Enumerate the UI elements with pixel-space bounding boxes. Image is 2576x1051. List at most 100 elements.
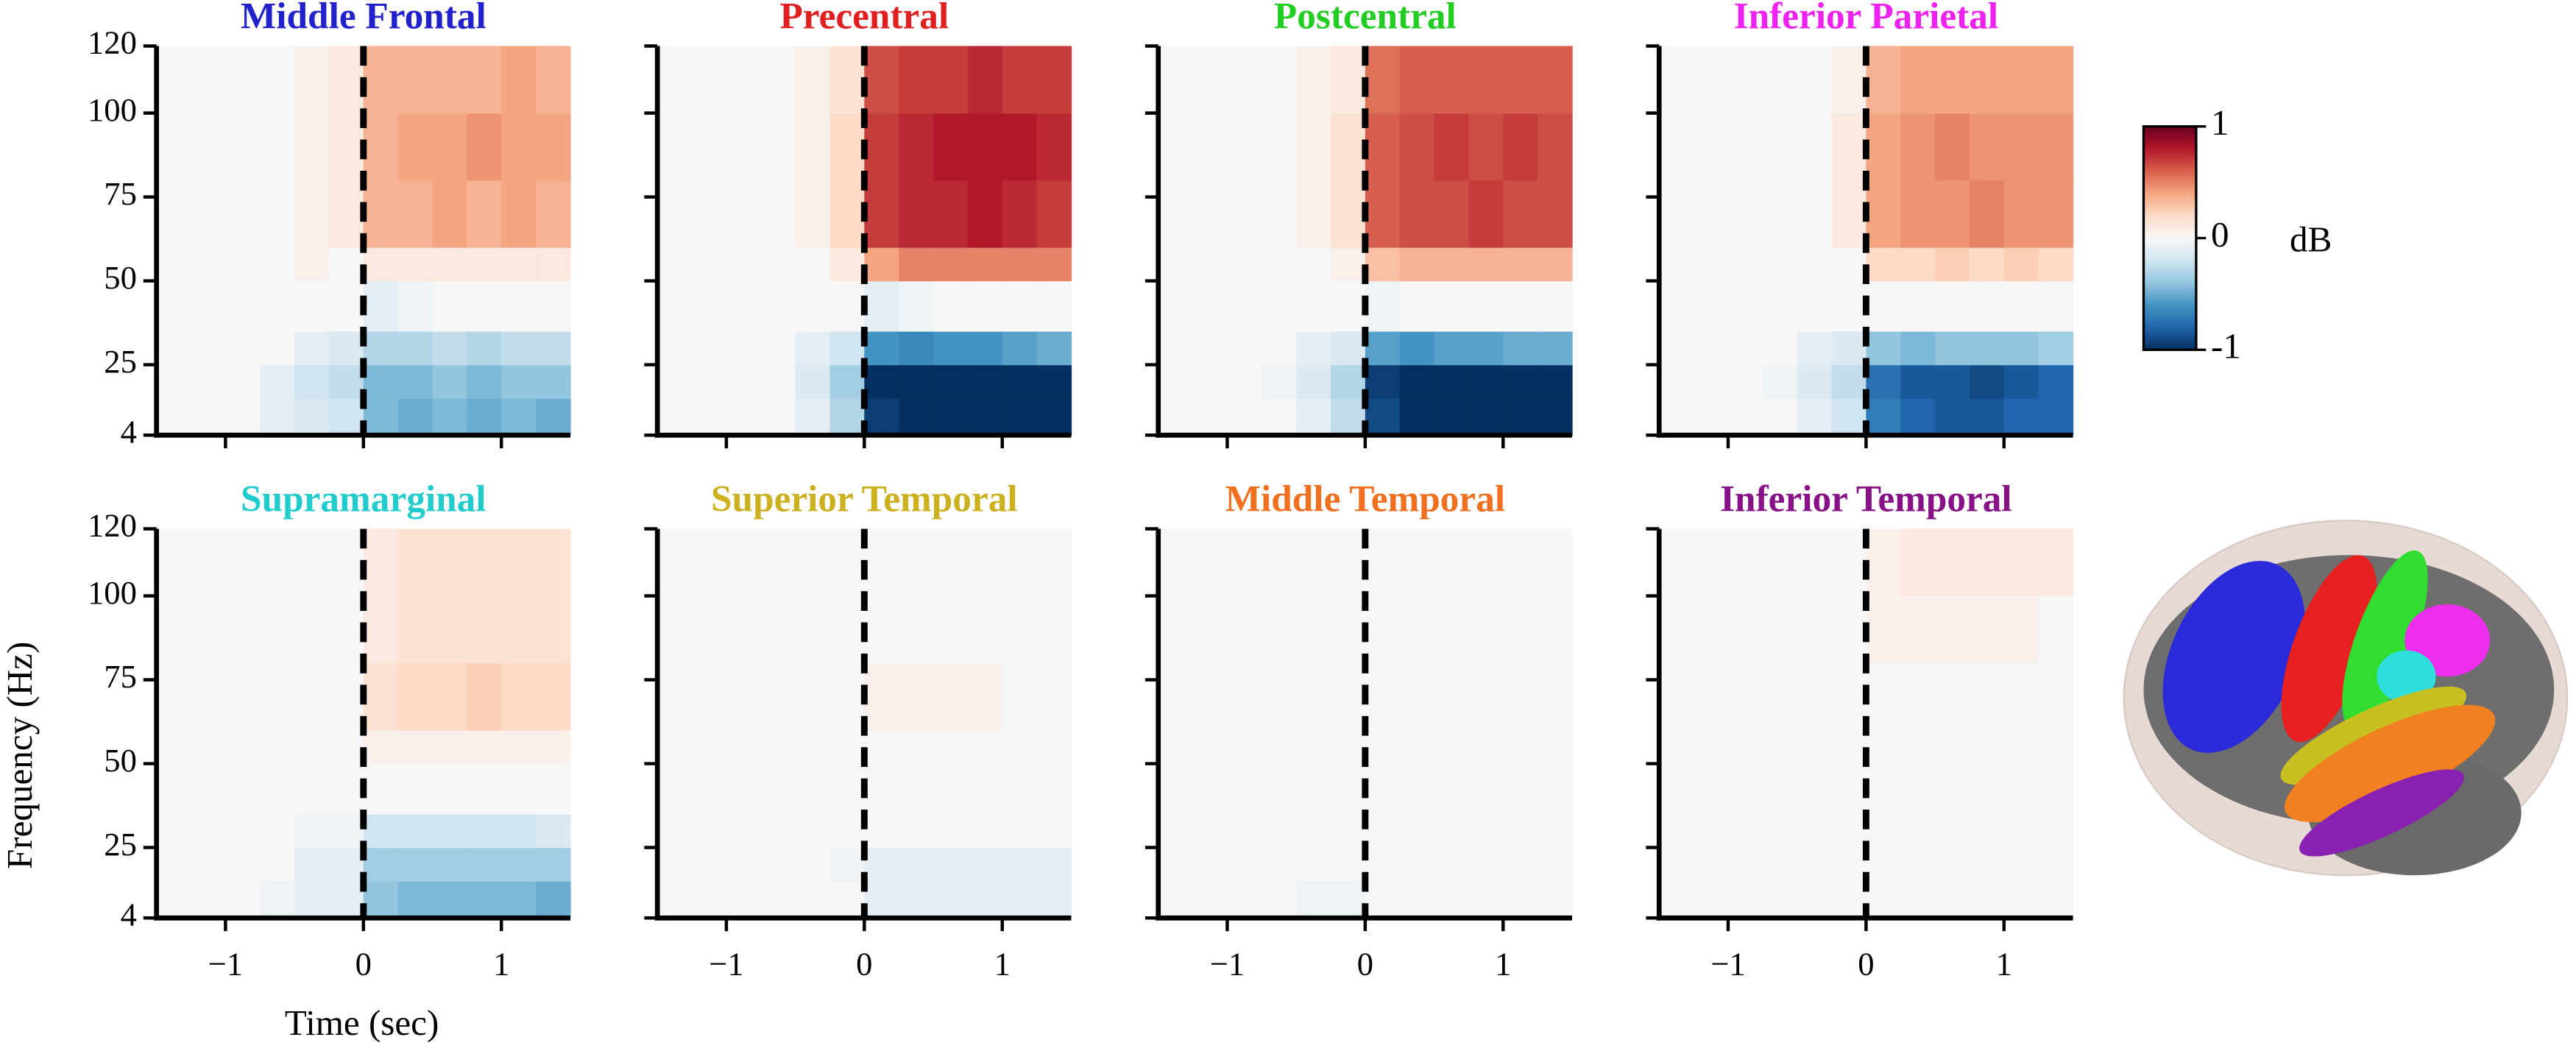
heatmap-cell xyxy=(1727,180,1763,248)
heatmap-cell xyxy=(933,180,969,248)
x-tick-label: 1 xyxy=(994,945,1011,982)
heatmap-cell xyxy=(501,763,537,815)
heatmap-cell xyxy=(1365,330,1401,366)
heatmap-cell xyxy=(933,528,969,597)
heatmap-cell xyxy=(1797,247,1833,282)
heatmap-cell xyxy=(1399,46,1435,114)
heatmap-cell xyxy=(2038,847,2074,882)
heatmap-cell xyxy=(1900,847,1936,882)
heatmap-cell xyxy=(501,280,537,332)
heatmap-cell xyxy=(795,662,831,731)
heatmap-cell xyxy=(1866,729,1901,765)
heatmap-cell xyxy=(1468,763,1504,815)
heatmap-cell xyxy=(1694,364,1729,399)
heatmap-cell xyxy=(1227,662,1262,731)
heatmap-cell xyxy=(829,247,866,282)
heatmap-cell xyxy=(225,528,261,597)
heatmap-cell xyxy=(829,46,866,114)
heatmap-cell xyxy=(1002,330,1038,366)
heatmap-cell xyxy=(1969,881,2005,919)
heatmap-cell xyxy=(1192,46,1228,114)
heatmap-cell xyxy=(294,595,330,664)
heatmap-cell xyxy=(1296,813,1331,849)
heatmap-cell xyxy=(829,662,866,731)
heatmap-cell xyxy=(1831,398,1867,436)
heatmap-cell xyxy=(829,881,866,919)
heatmap-cell xyxy=(795,330,831,366)
heatmap-cell xyxy=(726,364,762,399)
heatmap-cell xyxy=(1762,280,1798,332)
heatmap-cell xyxy=(933,46,969,114)
heatmap-cell xyxy=(2003,662,2039,731)
heatmap-cell xyxy=(795,595,831,664)
heatmap-cell xyxy=(2038,113,2074,181)
heatmap-cell xyxy=(225,180,261,248)
heatmap-cell xyxy=(1762,398,1798,436)
heatmap-cell xyxy=(899,280,934,332)
x-tick-label: 1 xyxy=(1495,945,1511,982)
heatmap-cell xyxy=(1365,881,1401,919)
heatmap-cell xyxy=(260,280,295,332)
heatmap-cell xyxy=(1262,528,1297,597)
heatmap-cell xyxy=(1399,330,1435,366)
heatmap-cell xyxy=(1866,398,1901,436)
heatmap-cell xyxy=(1935,398,1970,436)
heatmap-cell xyxy=(726,247,762,282)
heatmap-cell xyxy=(795,280,831,332)
heatmap-cell xyxy=(864,881,899,919)
heatmap-cell xyxy=(1036,46,1072,114)
heatmap-cell xyxy=(328,280,364,332)
heatmap-cell xyxy=(328,398,364,436)
heatmap-cell xyxy=(1659,46,1694,114)
heatmap-cell xyxy=(657,595,693,664)
heatmap-cell xyxy=(1192,364,1228,399)
panel-title: Middle Temporal xyxy=(1225,478,1506,520)
heatmap-cell xyxy=(933,595,969,664)
heatmap-cell xyxy=(1331,180,1366,248)
heatmap-cell xyxy=(1538,247,1573,282)
heatmap-cell xyxy=(536,881,571,919)
heatmap-cell xyxy=(1831,881,1867,919)
heatmap-cell xyxy=(692,280,727,332)
heatmap-cell xyxy=(657,528,693,597)
heatmap-cell xyxy=(1762,247,1798,282)
heatmap-cell xyxy=(1262,364,1297,399)
heatmap-cell xyxy=(657,364,693,399)
heatmap-cell xyxy=(1694,881,1729,919)
heatmap-cell xyxy=(1900,113,1936,181)
heatmap-cell xyxy=(1762,330,1798,366)
heatmap-cell xyxy=(1365,662,1401,731)
heatmap-cell xyxy=(726,662,762,731)
heatmap-cell xyxy=(294,180,330,248)
heatmap-cell xyxy=(726,595,762,664)
heatmap-cell xyxy=(1935,280,1970,332)
heatmap-cell xyxy=(1538,113,1573,181)
heatmap-cell xyxy=(536,595,571,664)
heatmap-cell xyxy=(1694,813,1729,849)
heatmap-cell xyxy=(1969,398,2005,436)
heatmap-cell xyxy=(1797,330,1833,366)
heatmap-cell xyxy=(657,662,693,731)
heatmap-cell xyxy=(397,763,434,815)
heatmap-cell xyxy=(795,847,831,882)
heatmap-cell xyxy=(692,847,727,882)
heatmap-cell xyxy=(899,528,934,597)
heatmap-cell xyxy=(1434,398,1470,436)
heatmap-cell xyxy=(2003,113,2039,181)
heatmap-cell xyxy=(829,729,866,765)
heatmap-cell xyxy=(933,364,969,399)
heatmap-cell xyxy=(795,46,831,114)
heatmap-cell xyxy=(1866,763,1901,815)
heatmap-cell xyxy=(967,662,1003,731)
heatmap-cell xyxy=(692,813,727,849)
y-tick-label: 50 xyxy=(104,259,137,296)
heatmap-cell xyxy=(1036,113,1072,181)
heatmap-cell xyxy=(967,247,1003,282)
heatmap-cell xyxy=(1434,662,1470,731)
heatmap-cell xyxy=(1900,813,1936,849)
heatmap-cell xyxy=(294,847,330,882)
heatmap-cell xyxy=(467,528,502,597)
heatmap-cell xyxy=(795,763,831,815)
heatmap-cell xyxy=(1831,180,1867,248)
heatmap-cell xyxy=(501,729,537,765)
